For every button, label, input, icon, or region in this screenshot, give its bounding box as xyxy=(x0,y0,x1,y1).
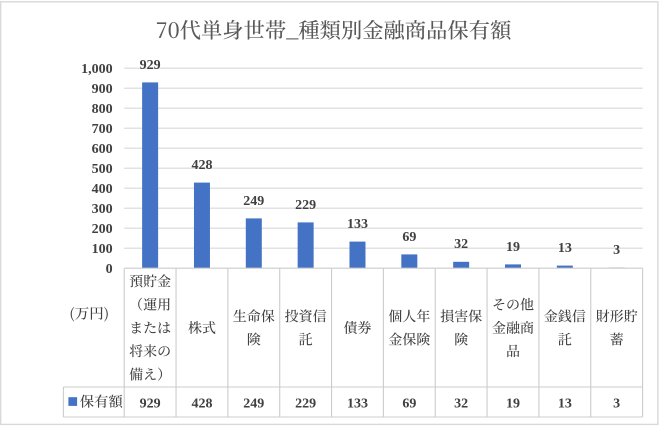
svg-text:249: 249 xyxy=(243,397,264,412)
svg-text:32: 32 xyxy=(454,237,468,252)
svg-text:19: 19 xyxy=(506,240,520,255)
svg-text:69: 69 xyxy=(402,397,416,412)
svg-text:100: 100 xyxy=(92,242,113,257)
svg-text:600: 600 xyxy=(92,142,113,157)
svg-text:229: 229 xyxy=(295,397,316,412)
svg-text:300: 300 xyxy=(92,202,113,217)
svg-text:400: 400 xyxy=(92,182,113,197)
svg-text:929: 929 xyxy=(140,397,161,412)
svg-text:13: 13 xyxy=(558,397,572,412)
svg-text:900: 900 xyxy=(92,82,113,97)
svg-text:133: 133 xyxy=(347,217,368,232)
svg-text:3: 3 xyxy=(613,243,620,258)
svg-text:800: 800 xyxy=(92,102,113,117)
svg-text:32: 32 xyxy=(454,397,468,412)
svg-text:0: 0 xyxy=(106,262,113,277)
svg-text:133: 133 xyxy=(347,397,368,412)
svg-text:428: 428 xyxy=(191,158,212,173)
svg-text:1,000: 1,000 xyxy=(81,62,113,77)
svg-text:19: 19 xyxy=(506,397,520,412)
svg-text:249: 249 xyxy=(243,194,264,209)
svg-text:500: 500 xyxy=(92,162,113,177)
svg-text:3: 3 xyxy=(613,397,620,412)
svg-text:200: 200 xyxy=(92,222,113,237)
svg-text:428: 428 xyxy=(191,397,212,412)
svg-text:69: 69 xyxy=(402,230,416,245)
svg-text:700: 700 xyxy=(92,122,113,137)
svg-text:229: 229 xyxy=(295,198,316,213)
svg-text:929: 929 xyxy=(140,58,161,73)
svg-text:13: 13 xyxy=(558,241,572,256)
